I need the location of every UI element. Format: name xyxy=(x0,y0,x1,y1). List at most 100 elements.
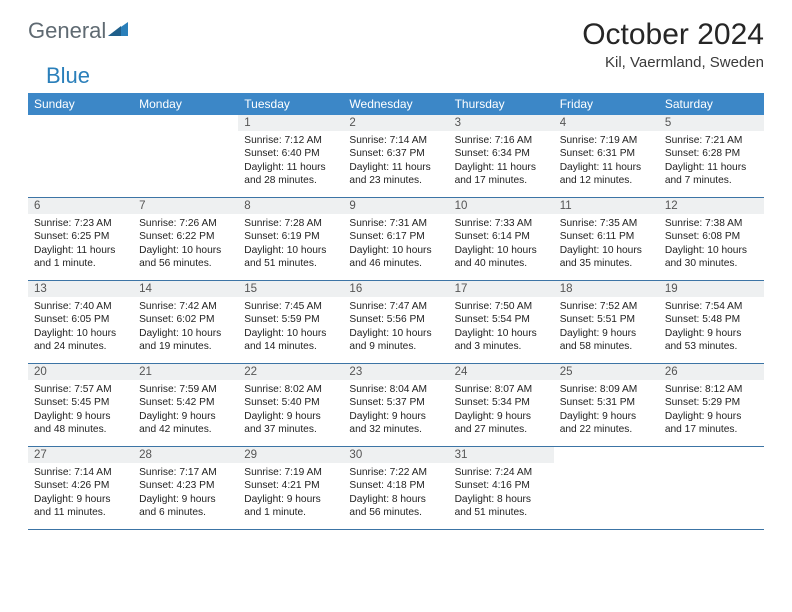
sunset-text: Sunset: 5:40 PM xyxy=(244,396,337,409)
sunset-text: Sunset: 6:25 PM xyxy=(34,230,127,243)
day-details: Sunrise: 7:52 AMSunset: 5:51 PMDaylight:… xyxy=(554,297,659,359)
calendar-day-cell: 23Sunrise: 8:04 AMSunset: 5:37 PMDayligh… xyxy=(343,364,448,446)
day-details: Sunrise: 7:47 AMSunset: 5:56 PMDaylight:… xyxy=(343,297,448,359)
sunrise-text: Sunrise: 7:45 AM xyxy=(244,300,337,313)
day-details: Sunrise: 7:26 AMSunset: 6:22 PMDaylight:… xyxy=(133,214,238,276)
day-number: 8 xyxy=(238,198,343,214)
sunset-text: Sunset: 6:11 PM xyxy=(560,230,653,243)
daylight-text: Daylight: 9 hours and 22 minutes. xyxy=(560,410,653,437)
day-details: Sunrise: 7:54 AMSunset: 5:48 PMDaylight:… xyxy=(659,297,764,359)
day-number: 11 xyxy=(554,198,659,214)
sunrise-text: Sunrise: 8:09 AM xyxy=(560,383,653,396)
sunrise-text: Sunrise: 8:12 AM xyxy=(665,383,758,396)
day-number: 12 xyxy=(659,198,764,214)
day-number: 3 xyxy=(449,115,554,131)
daylight-text: Daylight: 9 hours and 6 minutes. xyxy=(139,493,232,520)
sunset-text: Sunset: 4:26 PM xyxy=(34,479,127,492)
sunrise-text: Sunrise: 7:52 AM xyxy=(560,300,653,313)
calendar-day-cell: 10Sunrise: 7:33 AMSunset: 6:14 PMDayligh… xyxy=(449,198,554,280)
day-details: Sunrise: 7:22 AMSunset: 4:18 PMDaylight:… xyxy=(343,463,448,525)
daylight-text: Daylight: 10 hours and 56 minutes. xyxy=(139,244,232,271)
day-number: 15 xyxy=(238,281,343,297)
day-number: 13 xyxy=(28,281,133,297)
calendar-day-cell: 31Sunrise: 7:24 AMSunset: 4:16 PMDayligh… xyxy=(449,447,554,529)
calendar-day-cell: 12Sunrise: 7:38 AMSunset: 6:08 PMDayligh… xyxy=(659,198,764,280)
weekday-header: Thursday xyxy=(449,93,554,115)
sunset-text: Sunset: 6:19 PM xyxy=(244,230,337,243)
sunrise-text: Sunrise: 8:07 AM xyxy=(455,383,548,396)
calendar-week-row: 27Sunrise: 7:14 AMSunset: 4:26 PMDayligh… xyxy=(28,447,764,530)
day-number: 17 xyxy=(449,281,554,297)
daylight-text: Daylight: 9 hours and 27 minutes. xyxy=(455,410,548,437)
day-details: Sunrise: 8:07 AMSunset: 5:34 PMDaylight:… xyxy=(449,380,554,442)
weekday-header: Wednesday xyxy=(343,93,448,115)
calendar-day-cell: 15Sunrise: 7:45 AMSunset: 5:59 PMDayligh… xyxy=(238,281,343,363)
day-number: 26 xyxy=(659,364,764,380)
calendar-day-cell: 7Sunrise: 7:26 AMSunset: 6:22 PMDaylight… xyxy=(133,198,238,280)
day-details: Sunrise: 7:17 AMSunset: 4:23 PMDaylight:… xyxy=(133,463,238,525)
day-number: 14 xyxy=(133,281,238,297)
sunset-text: Sunset: 6:05 PM xyxy=(34,313,127,326)
logo: General xyxy=(28,18,132,44)
sunrise-text: Sunrise: 8:02 AM xyxy=(244,383,337,396)
calendar-day-cell: 19Sunrise: 7:54 AMSunset: 5:48 PMDayligh… xyxy=(659,281,764,363)
logo-triangle-icon xyxy=(108,20,130,43)
weekday-header: Sunday xyxy=(28,93,133,115)
sunset-text: Sunset: 5:56 PM xyxy=(349,313,442,326)
day-number: 5 xyxy=(659,115,764,131)
day-details: Sunrise: 8:12 AMSunset: 5:29 PMDaylight:… xyxy=(659,380,764,442)
sunset-text: Sunset: 5:59 PM xyxy=(244,313,337,326)
sunset-text: Sunset: 6:14 PM xyxy=(455,230,548,243)
calendar-day-cell: 21Sunrise: 7:59 AMSunset: 5:42 PMDayligh… xyxy=(133,364,238,446)
sunrise-text: Sunrise: 7:26 AM xyxy=(139,217,232,230)
calendar-day-cell: 28Sunrise: 7:17 AMSunset: 4:23 PMDayligh… xyxy=(133,447,238,529)
daylight-text: Daylight: 11 hours and 12 minutes. xyxy=(560,161,653,188)
weekday-header: Saturday xyxy=(659,93,764,115)
calendar-day-cell xyxy=(28,115,133,197)
day-number: 9 xyxy=(343,198,448,214)
sunrise-text: Sunrise: 7:28 AM xyxy=(244,217,337,230)
sunrise-text: Sunrise: 7:35 AM xyxy=(560,217,653,230)
calendar-day-cell: 24Sunrise: 8:07 AMSunset: 5:34 PMDayligh… xyxy=(449,364,554,446)
sunrise-text: Sunrise: 7:57 AM xyxy=(34,383,127,396)
daylight-text: Daylight: 8 hours and 56 minutes. xyxy=(349,493,442,520)
calendar-day-cell: 25Sunrise: 8:09 AMSunset: 5:31 PMDayligh… xyxy=(554,364,659,446)
sunset-text: Sunset: 4:18 PM xyxy=(349,479,442,492)
sunrise-text: Sunrise: 7:38 AM xyxy=(665,217,758,230)
daylight-text: Daylight: 9 hours and 11 minutes. xyxy=(34,493,127,520)
day-number: 7 xyxy=(133,198,238,214)
day-number: 25 xyxy=(554,364,659,380)
day-details: Sunrise: 7:38 AMSunset: 6:08 PMDaylight:… xyxy=(659,214,764,276)
day-details: Sunrise: 7:14 AMSunset: 4:26 PMDaylight:… xyxy=(28,463,133,525)
day-details: Sunrise: 7:40 AMSunset: 6:05 PMDaylight:… xyxy=(28,297,133,359)
sunset-text: Sunset: 6:31 PM xyxy=(560,147,653,160)
day-details: Sunrise: 7:33 AMSunset: 6:14 PMDaylight:… xyxy=(449,214,554,276)
day-details: Sunrise: 7:31 AMSunset: 6:17 PMDaylight:… xyxy=(343,214,448,276)
day-details: Sunrise: 7:16 AMSunset: 6:34 PMDaylight:… xyxy=(449,131,554,193)
sunset-text: Sunset: 5:42 PM xyxy=(139,396,232,409)
day-details: Sunrise: 8:02 AMSunset: 5:40 PMDaylight:… xyxy=(238,380,343,442)
daylight-text: Daylight: 10 hours and 30 minutes. xyxy=(665,244,758,271)
daylight-text: Daylight: 10 hours and 24 minutes. xyxy=(34,327,127,354)
day-details: Sunrise: 8:09 AMSunset: 5:31 PMDaylight:… xyxy=(554,380,659,442)
sunset-text: Sunset: 4:21 PM xyxy=(244,479,337,492)
daylight-text: Daylight: 9 hours and 42 minutes. xyxy=(139,410,232,437)
day-number: 23 xyxy=(343,364,448,380)
day-details: Sunrise: 7:19 AMSunset: 4:21 PMDaylight:… xyxy=(238,463,343,525)
day-number: 20 xyxy=(28,364,133,380)
daylight-text: Daylight: 11 hours and 17 minutes. xyxy=(455,161,548,188)
sunset-text: Sunset: 4:16 PM xyxy=(455,479,548,492)
calendar-day-cell: 17Sunrise: 7:50 AMSunset: 5:54 PMDayligh… xyxy=(449,281,554,363)
sunset-text: Sunset: 5:54 PM xyxy=(455,313,548,326)
day-details: Sunrise: 7:14 AMSunset: 6:37 PMDaylight:… xyxy=(343,131,448,193)
calendar-day-cell: 20Sunrise: 7:57 AMSunset: 5:45 PMDayligh… xyxy=(28,364,133,446)
day-number: 4 xyxy=(554,115,659,131)
day-number: 31 xyxy=(449,447,554,463)
calendar-day-cell: 8Sunrise: 7:28 AMSunset: 6:19 PMDaylight… xyxy=(238,198,343,280)
day-number: 21 xyxy=(133,364,238,380)
calendar-day-cell: 30Sunrise: 7:22 AMSunset: 4:18 PMDayligh… xyxy=(343,447,448,529)
sunrise-text: Sunrise: 7:42 AM xyxy=(139,300,232,313)
calendar-day-cell: 9Sunrise: 7:31 AMSunset: 6:17 PMDaylight… xyxy=(343,198,448,280)
day-number: 19 xyxy=(659,281,764,297)
calendar-day-cell: 3Sunrise: 7:16 AMSunset: 6:34 PMDaylight… xyxy=(449,115,554,197)
